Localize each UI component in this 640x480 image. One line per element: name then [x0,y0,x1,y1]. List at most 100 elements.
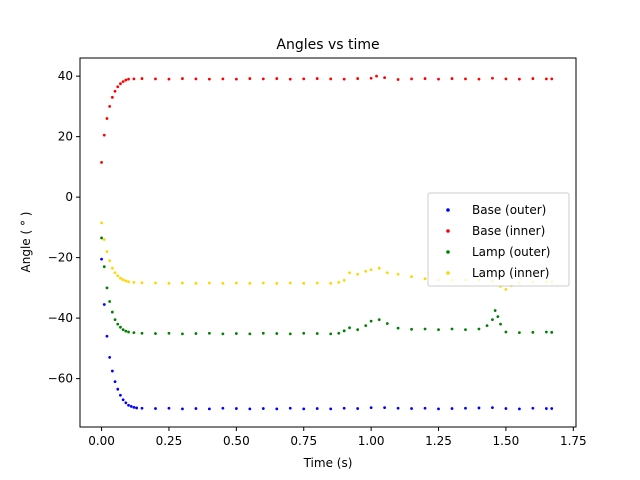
data-point [342,329,346,333]
data-point [261,407,265,410]
data-point [531,330,535,334]
data-point [337,281,341,284]
data-point [129,405,133,408]
data-point [504,330,508,334]
data-point [464,406,467,410]
data-point [167,281,171,285]
data-point [113,89,117,93]
data-point [477,77,481,81]
data-point [288,332,292,336]
data-point [423,77,427,80]
data-point [154,281,157,285]
data-point [517,407,521,411]
data-point [102,303,106,306]
data-point [491,318,494,322]
series-layer [100,74,554,411]
data-point [288,77,292,81]
data-point [342,278,346,282]
x-tick-label: 1.50 [493,434,520,448]
y-tick-label: 0 [65,190,73,204]
x-tick-label: 0.00 [88,434,115,448]
data-point [108,259,112,263]
data-point [544,77,548,81]
data-point [315,332,319,335]
legend-label: Base (outer) [472,203,546,217]
data-point [116,274,120,278]
x-tick-label: 1.75 [560,434,587,448]
data-point [121,398,125,402]
data-point [127,403,130,407]
data-point [450,327,454,331]
data-point [194,77,198,81]
legend: Base (outer) Base (inner) Lamp (outer) Lamp… [427,192,570,287]
data-point [396,78,400,81]
data-point [275,407,279,411]
data-point [234,332,238,335]
data-point [396,406,400,410]
y-tick-label: 20 [58,130,73,144]
data-point [288,406,292,410]
data-point [221,332,225,336]
data-point [369,76,373,80]
data-point [356,77,360,80]
legend-items: Base (outer) Base (inner) Lamp (outer) Lamp… [446,203,551,280]
data-point [423,327,427,331]
y-axis-ticks: −60 −40 −20 0 20 40 [48,69,80,386]
data-point [248,281,252,285]
data-point [315,407,319,410]
data-point [140,331,144,335]
data-point [410,77,413,81]
data-point [356,407,360,410]
data-point [113,271,117,275]
data-point [261,281,265,285]
data-point [342,77,346,81]
data-point [377,266,381,270]
x-tick-label: 0.75 [290,434,317,448]
data-point [110,310,114,314]
data-point [410,275,413,279]
legend-marker [446,271,450,275]
data-point [342,406,346,410]
data-point [493,309,497,312]
x-tick-label: 1.25 [425,434,452,448]
data-point [100,221,103,225]
data-point [116,85,120,89]
data-point [275,77,279,80]
data-point [167,331,171,335]
data-point [167,406,171,410]
data-point [364,269,368,273]
data-point [248,332,252,336]
data-point [315,77,319,80]
data-point [531,406,535,410]
data-point [100,257,103,261]
data-point [329,332,333,336]
data-point [348,326,351,330]
data-point [132,281,136,284]
y-tick-label: 40 [58,69,73,83]
data-point [100,236,103,240]
data-point [105,334,109,338]
x-axis-label: Time (s) [303,456,353,470]
data-point [207,281,211,285]
data-point [369,319,373,323]
legend-label: Lamp (outer) [472,245,551,259]
data-point [348,271,351,275]
data-point [154,77,157,81]
data-point [132,405,136,409]
y-tick-label: −60 [48,372,73,386]
data-point [531,77,535,80]
data-point [110,95,114,99]
data-point [383,76,387,80]
data-point [356,328,360,332]
data-point [181,77,184,80]
data-point [491,406,494,410]
data-point [140,281,144,285]
data-point [135,406,139,410]
data-point [121,80,125,83]
data-point [140,77,144,80]
data-point [364,324,368,328]
data-point [124,279,128,283]
data-point [207,331,211,335]
data-point [124,78,128,82]
x-tick-label: 1.00 [358,434,385,448]
